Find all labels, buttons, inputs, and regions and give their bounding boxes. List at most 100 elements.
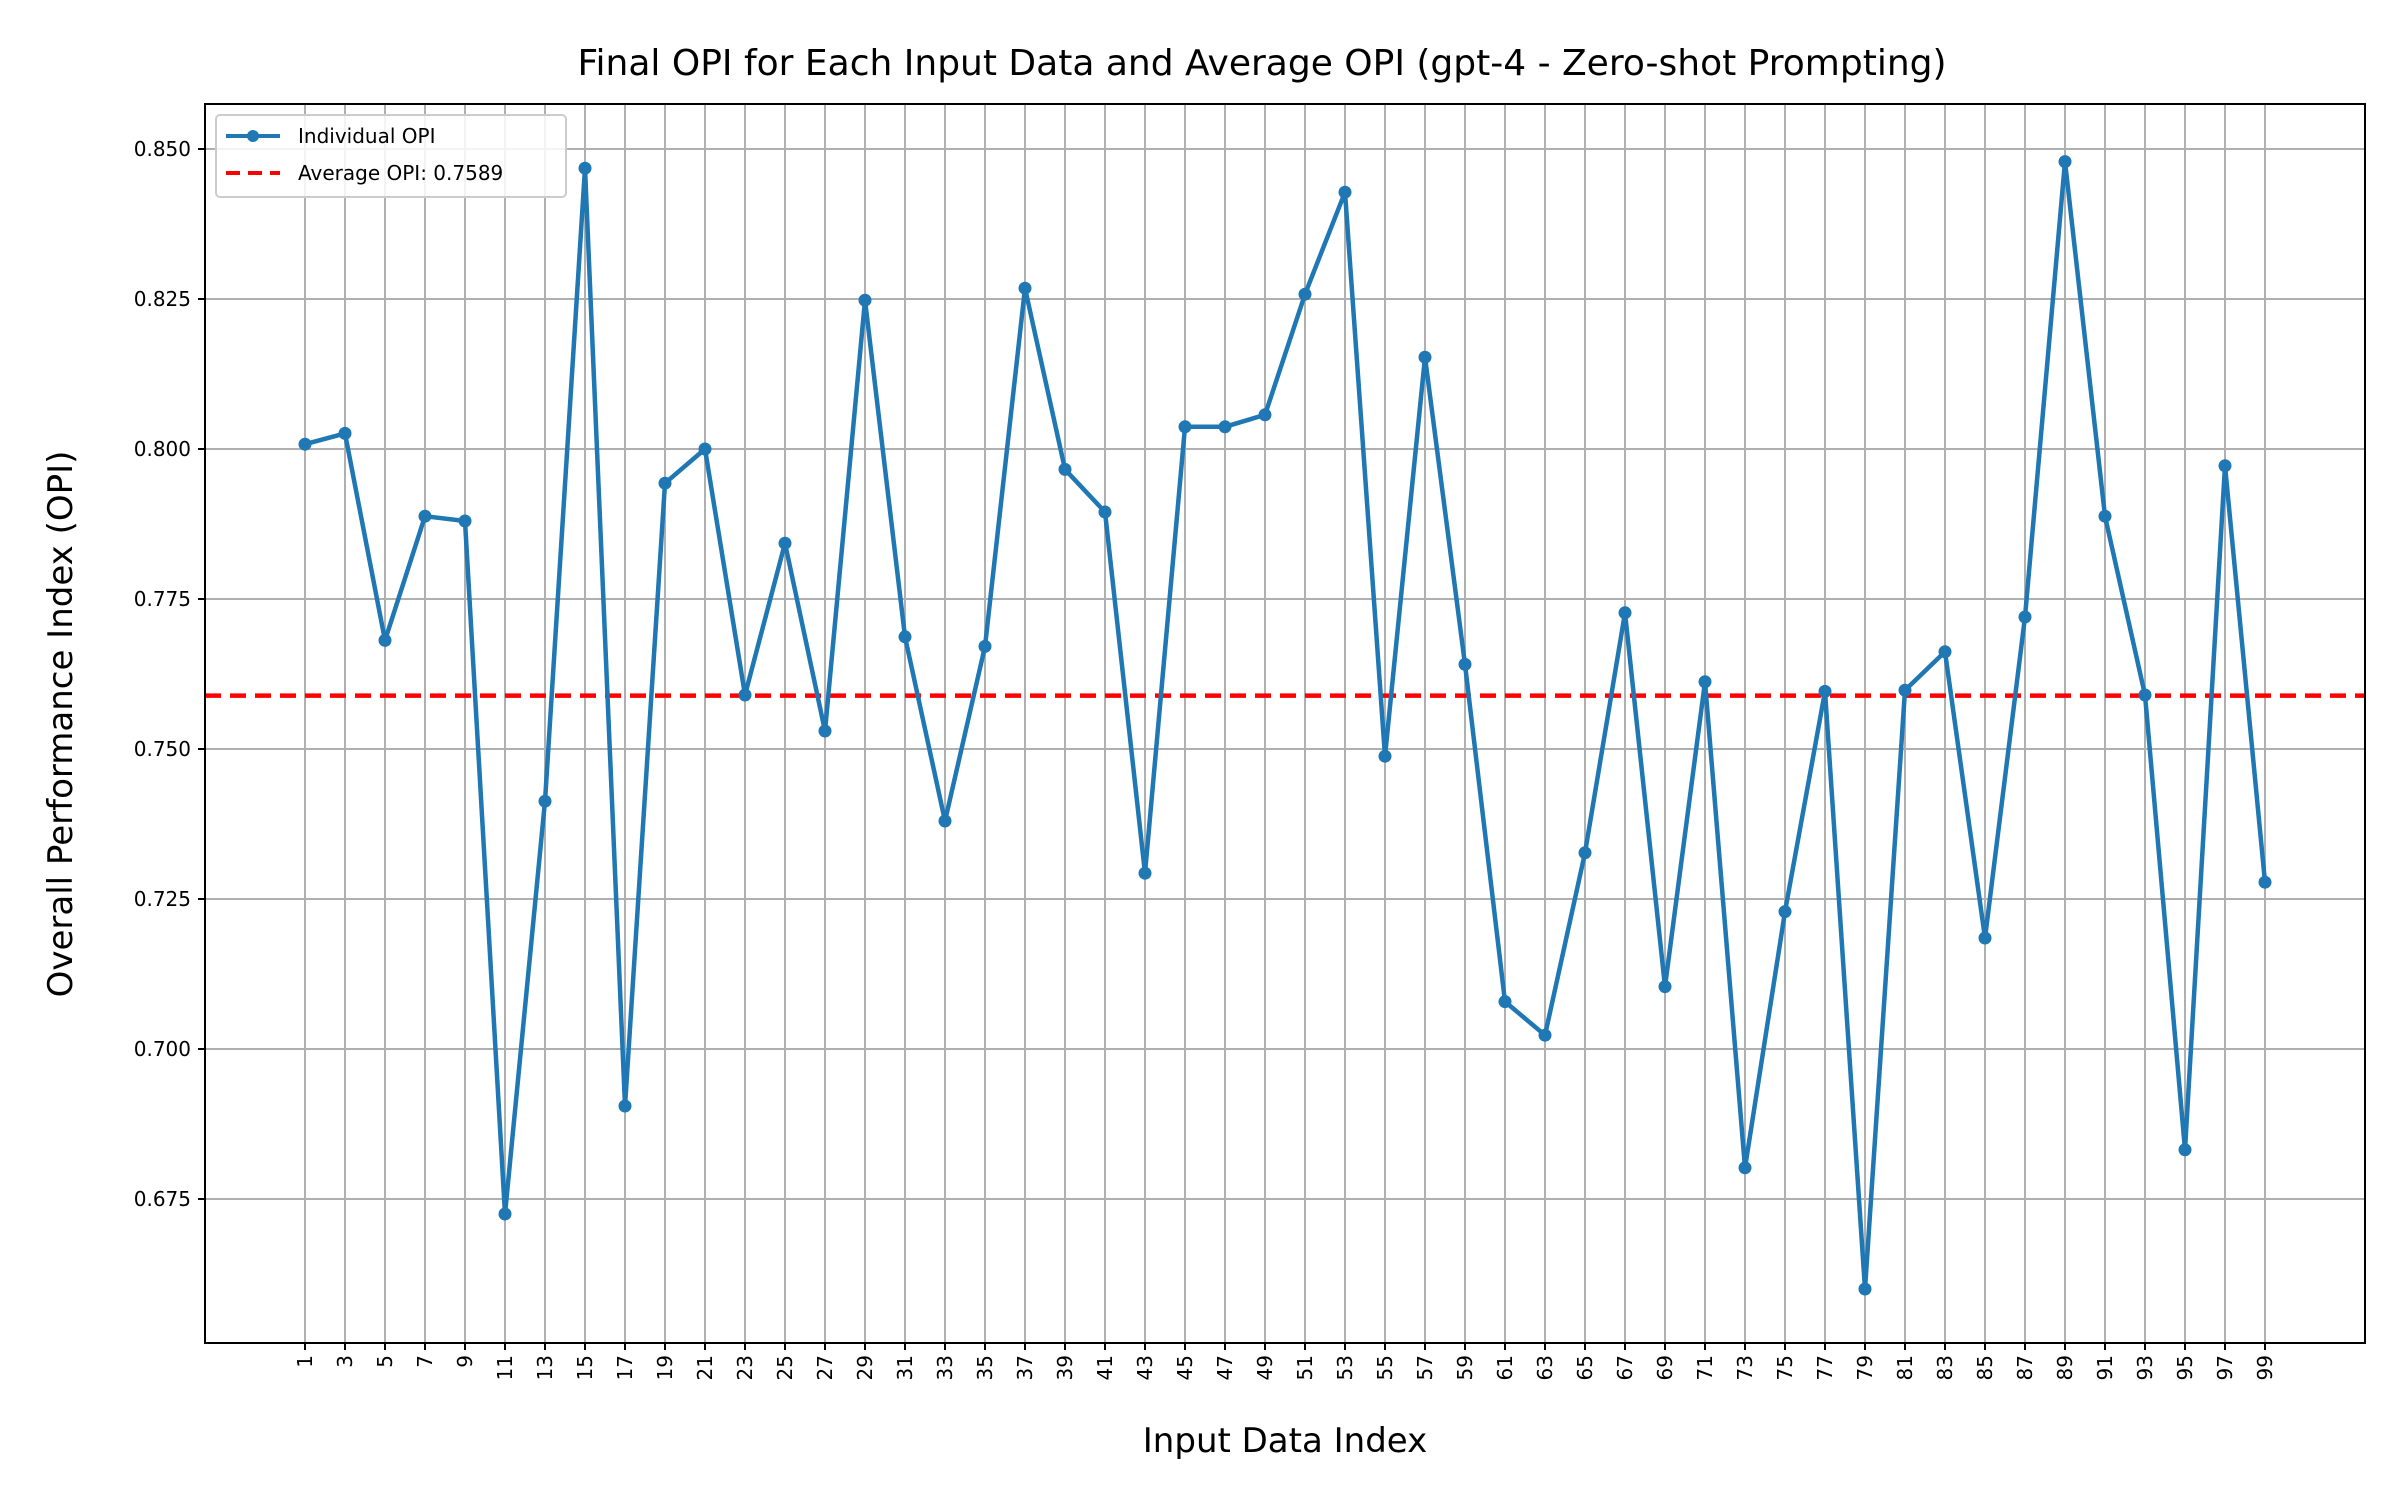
data-point bbox=[2018, 610, 2032, 624]
x-tick-label: 65 bbox=[1573, 1355, 1597, 1380]
data-point bbox=[898, 630, 912, 644]
x-tick-label: 23 bbox=[733, 1355, 757, 1380]
data-point bbox=[1898, 683, 1912, 697]
x-tick-label: 21 bbox=[693, 1355, 717, 1380]
data-point bbox=[2058, 155, 2072, 169]
y-axis-label: Overall Performance Index (OPI) bbox=[41, 451, 81, 998]
legend-label-individual-opi: Individual OPI bbox=[298, 124, 435, 148]
data-point bbox=[2178, 1143, 2192, 1157]
x-tick-label: 47 bbox=[1213, 1355, 1237, 1380]
x-tick-label: 27 bbox=[813, 1355, 837, 1380]
x-tick-label: 85 bbox=[1973, 1355, 1997, 1380]
data-point bbox=[818, 724, 832, 738]
data-point bbox=[1018, 281, 1032, 295]
x-tick-label: 53 bbox=[1333, 1355, 1357, 1380]
data-point bbox=[618, 1099, 632, 1113]
data-point bbox=[1338, 185, 1352, 199]
data-point bbox=[978, 639, 992, 653]
x-tick-label: 51 bbox=[1293, 1355, 1317, 1380]
x-tick-label: 31 bbox=[893, 1355, 917, 1380]
data-point bbox=[1178, 420, 1192, 434]
data-point bbox=[698, 442, 712, 456]
y-tick-label: 0.825 bbox=[134, 287, 191, 311]
x-tick-label: 93 bbox=[2133, 1355, 2157, 1380]
x-tick-label: 69 bbox=[1653, 1355, 1677, 1380]
x-tick-label: 9 bbox=[453, 1355, 477, 1368]
data-point bbox=[1978, 931, 1992, 945]
x-tick-label: 5 bbox=[373, 1355, 397, 1368]
x-tick-label: 99 bbox=[2253, 1355, 2277, 1380]
x-axis-label: Input Data Index bbox=[1143, 1421, 1427, 1461]
x-tick-label: 39 bbox=[1053, 1355, 1077, 1380]
x-tick-label: 67 bbox=[1613, 1355, 1637, 1380]
x-tick-label: 15 bbox=[573, 1355, 597, 1380]
x-tick-label: 61 bbox=[1493, 1355, 1517, 1380]
x-tick-label: 41 bbox=[1093, 1355, 1117, 1380]
x-tick-label: 3 bbox=[333, 1355, 357, 1368]
x-tick-label: 87 bbox=[2013, 1355, 2037, 1380]
data-point bbox=[538, 794, 552, 808]
data-point bbox=[1738, 1161, 1752, 1175]
x-axis-ticks: 1 3 5 7 9 11 13 15 17 19 21 23 25 27 29 31 33 35 37 39 41 43 4… bbox=[293, 1343, 2277, 1380]
data-point bbox=[1938, 645, 1952, 659]
x-tick-label: 17 bbox=[613, 1355, 637, 1380]
y-tick-label: 0.700 bbox=[134, 1037, 191, 1061]
data-point bbox=[1698, 675, 1712, 689]
x-tick-label: 45 bbox=[1173, 1355, 1197, 1380]
data-point bbox=[1098, 505, 1112, 519]
data-point bbox=[418, 509, 432, 523]
legend-marker-individual-opi bbox=[247, 130, 259, 142]
data-point bbox=[1498, 995, 1512, 1009]
data-point bbox=[1618, 606, 1632, 620]
y-tick-label: 0.675 bbox=[134, 1187, 191, 1211]
x-tick-label: 33 bbox=[933, 1355, 957, 1380]
x-tick-label: 89 bbox=[2053, 1355, 2077, 1380]
x-tick-label: 35 bbox=[973, 1355, 997, 1380]
data-point bbox=[1378, 749, 1392, 763]
x-tick-label: 91 bbox=[2093, 1355, 2117, 1380]
y-tick-label: 0.775 bbox=[134, 587, 191, 611]
legend: Individual OPI Average OPI: 0.7589 bbox=[215, 114, 567, 198]
x-tick-label: 43 bbox=[1133, 1355, 1157, 1380]
data-point bbox=[1858, 1282, 1872, 1296]
x-tick-label: 7 bbox=[413, 1355, 437, 1368]
data-point bbox=[1818, 684, 1832, 698]
data-point bbox=[1418, 350, 1432, 364]
x-tick-label: 57 bbox=[1413, 1355, 1437, 1380]
y-tick-label: 0.725 bbox=[134, 887, 191, 911]
x-tick-label: 97 bbox=[2213, 1355, 2237, 1380]
data-point bbox=[1458, 657, 1472, 671]
data-point bbox=[1218, 420, 1232, 434]
data-point bbox=[378, 633, 392, 647]
data-point bbox=[778, 536, 792, 550]
x-tick-label: 81 bbox=[1893, 1355, 1917, 1380]
data-point bbox=[938, 814, 952, 828]
data-point bbox=[1778, 905, 1792, 919]
data-point bbox=[858, 293, 872, 307]
x-tick-label: 71 bbox=[1693, 1355, 1717, 1380]
data-point bbox=[2138, 688, 2152, 702]
data-point bbox=[1538, 1028, 1552, 1042]
x-tick-label: 95 bbox=[2173, 1355, 2197, 1380]
data-point bbox=[1578, 846, 1592, 860]
legend-box bbox=[215, 114, 567, 198]
data-point bbox=[658, 476, 672, 490]
x-tick-label: 79 bbox=[1853, 1355, 1877, 1380]
data-point bbox=[738, 688, 752, 702]
y-tick-label: 0.750 bbox=[134, 737, 191, 761]
data-point bbox=[2098, 509, 2112, 523]
x-tick-label: 19 bbox=[653, 1355, 677, 1380]
data-point bbox=[1258, 408, 1272, 422]
x-tick-label: 77 bbox=[1813, 1355, 1837, 1380]
data-point bbox=[458, 514, 472, 528]
series-individual-opi bbox=[298, 155, 2272, 1296]
x-tick-label: 83 bbox=[1933, 1355, 1957, 1380]
data-point bbox=[578, 161, 592, 175]
data-point bbox=[1298, 287, 1312, 301]
x-tick-label: 37 bbox=[1013, 1355, 1037, 1380]
legend-label-average-opi: Average OPI: 0.7589 bbox=[298, 161, 503, 185]
x-tick-label: 25 bbox=[773, 1355, 797, 1380]
x-tick-label: 75 bbox=[1773, 1355, 1797, 1380]
x-tick-label: 59 bbox=[1453, 1355, 1477, 1380]
